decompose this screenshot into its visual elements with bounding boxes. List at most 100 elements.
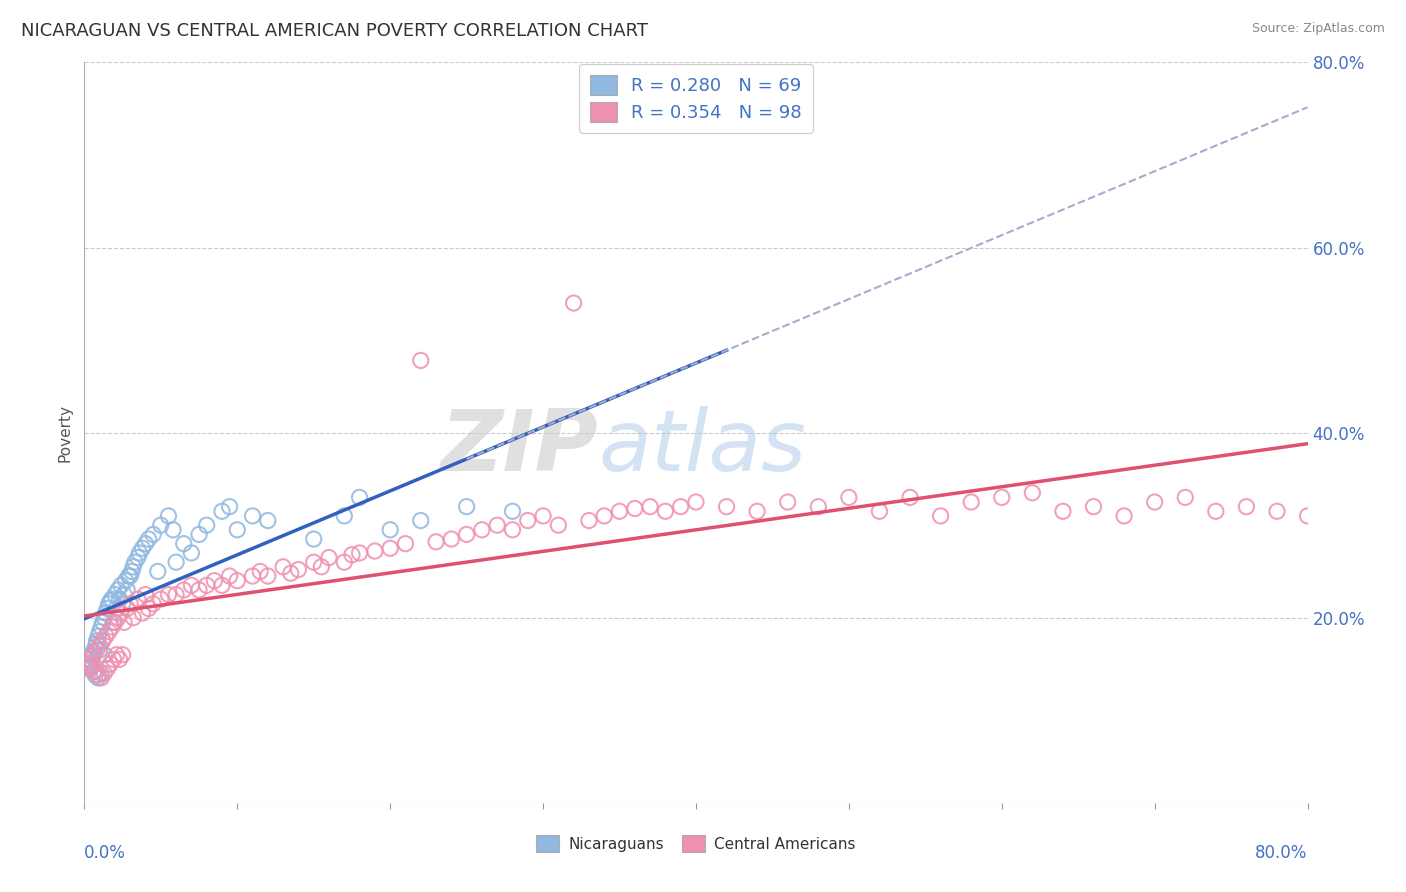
- Point: [218, 500, 240, 514]
- Point: [960, 495, 983, 509]
- Legend: Nicaraguans, Central Americans: Nicaraguans, Central Americans: [530, 830, 862, 858]
- Point: [86, 633, 108, 648]
- Point: [311, 559, 333, 574]
- Point: [1296, 508, 1319, 523]
- Point: [89, 643, 111, 657]
- Point: [111, 648, 134, 662]
- Point: [91, 633, 114, 648]
- Point: [578, 514, 600, 528]
- Point: [287, 563, 309, 577]
- Point: [98, 657, 121, 671]
- Point: [333, 508, 356, 523]
- Point: [333, 555, 356, 569]
- Point: [349, 546, 371, 560]
- Point: [180, 578, 202, 592]
- Point: [104, 615, 127, 630]
- Point: [84, 665, 107, 679]
- Point: [104, 588, 127, 602]
- Point: [90, 671, 112, 685]
- Point: [516, 514, 538, 528]
- Point: [90, 620, 112, 634]
- Point: [218, 569, 240, 583]
- Point: [122, 559, 145, 574]
- Point: [127, 550, 149, 565]
- Point: [77, 662, 100, 676]
- Point: [456, 527, 478, 541]
- Point: [685, 495, 707, 509]
- Point: [89, 639, 111, 653]
- Point: [257, 569, 280, 583]
- Point: [669, 500, 692, 514]
- Point: [242, 508, 264, 523]
- Point: [211, 504, 233, 518]
- Text: 80.0%: 80.0%: [1256, 844, 1308, 862]
- Point: [173, 582, 195, 597]
- Point: [425, 534, 447, 549]
- Point: [340, 548, 363, 562]
- Point: [76, 657, 98, 671]
- Point: [195, 578, 218, 592]
- Point: [121, 565, 143, 579]
- Point: [87, 671, 110, 685]
- Point: [131, 606, 153, 620]
- Point: [101, 592, 124, 607]
- Text: atlas: atlas: [598, 406, 806, 489]
- Point: [94, 606, 117, 620]
- Point: [112, 588, 135, 602]
- Point: [135, 536, 157, 550]
- Point: [838, 491, 860, 505]
- Point: [87, 668, 110, 682]
- Point: [807, 500, 830, 514]
- Point: [93, 648, 115, 662]
- Point: [486, 518, 509, 533]
- Point: [157, 588, 180, 602]
- Text: NICARAGUAN VS CENTRAL AMERICAN POVERTY CORRELATION CHART: NICARAGUAN VS CENTRAL AMERICAN POVERTY C…: [21, 22, 648, 40]
- Point: [128, 546, 150, 560]
- Point: [94, 629, 117, 643]
- Point: [110, 578, 132, 592]
- Point: [131, 541, 153, 556]
- Point: [127, 592, 149, 607]
- Point: [242, 569, 264, 583]
- Point: [593, 508, 616, 523]
- Point: [1083, 500, 1105, 514]
- Point: [79, 648, 101, 662]
- Point: [1143, 495, 1166, 509]
- Point: [149, 518, 172, 533]
- Point: [97, 624, 120, 639]
- Point: [380, 523, 402, 537]
- Point: [716, 500, 738, 514]
- Point: [226, 574, 249, 588]
- Point: [97, 597, 120, 611]
- Point: [90, 666, 112, 681]
- Point: [84, 640, 107, 655]
- Point: [318, 550, 340, 565]
- Point: [1205, 504, 1227, 518]
- Point: [1265, 504, 1288, 518]
- Point: [83, 665, 105, 679]
- Point: [142, 597, 165, 611]
- Y-axis label: Poverty: Poverty: [58, 403, 73, 462]
- Point: [776, 495, 799, 509]
- Point: [110, 606, 132, 620]
- Point: [142, 527, 165, 541]
- Point: [77, 658, 100, 673]
- Point: [440, 532, 463, 546]
- Text: 0.0%: 0.0%: [84, 844, 127, 862]
- Point: [638, 500, 661, 514]
- Text: ZIP: ZIP: [440, 406, 598, 489]
- Point: [93, 666, 115, 681]
- Point: [124, 555, 146, 569]
- Point: [409, 353, 432, 368]
- Point: [76, 652, 98, 666]
- Point: [108, 652, 131, 666]
- Point: [86, 643, 108, 657]
- Point: [135, 588, 157, 602]
- Point: [531, 508, 554, 523]
- Point: [80, 655, 103, 669]
- Point: [547, 518, 569, 533]
- Point: [138, 532, 160, 546]
- Point: [105, 648, 128, 662]
- Point: [83, 645, 105, 659]
- Point: [83, 648, 105, 662]
